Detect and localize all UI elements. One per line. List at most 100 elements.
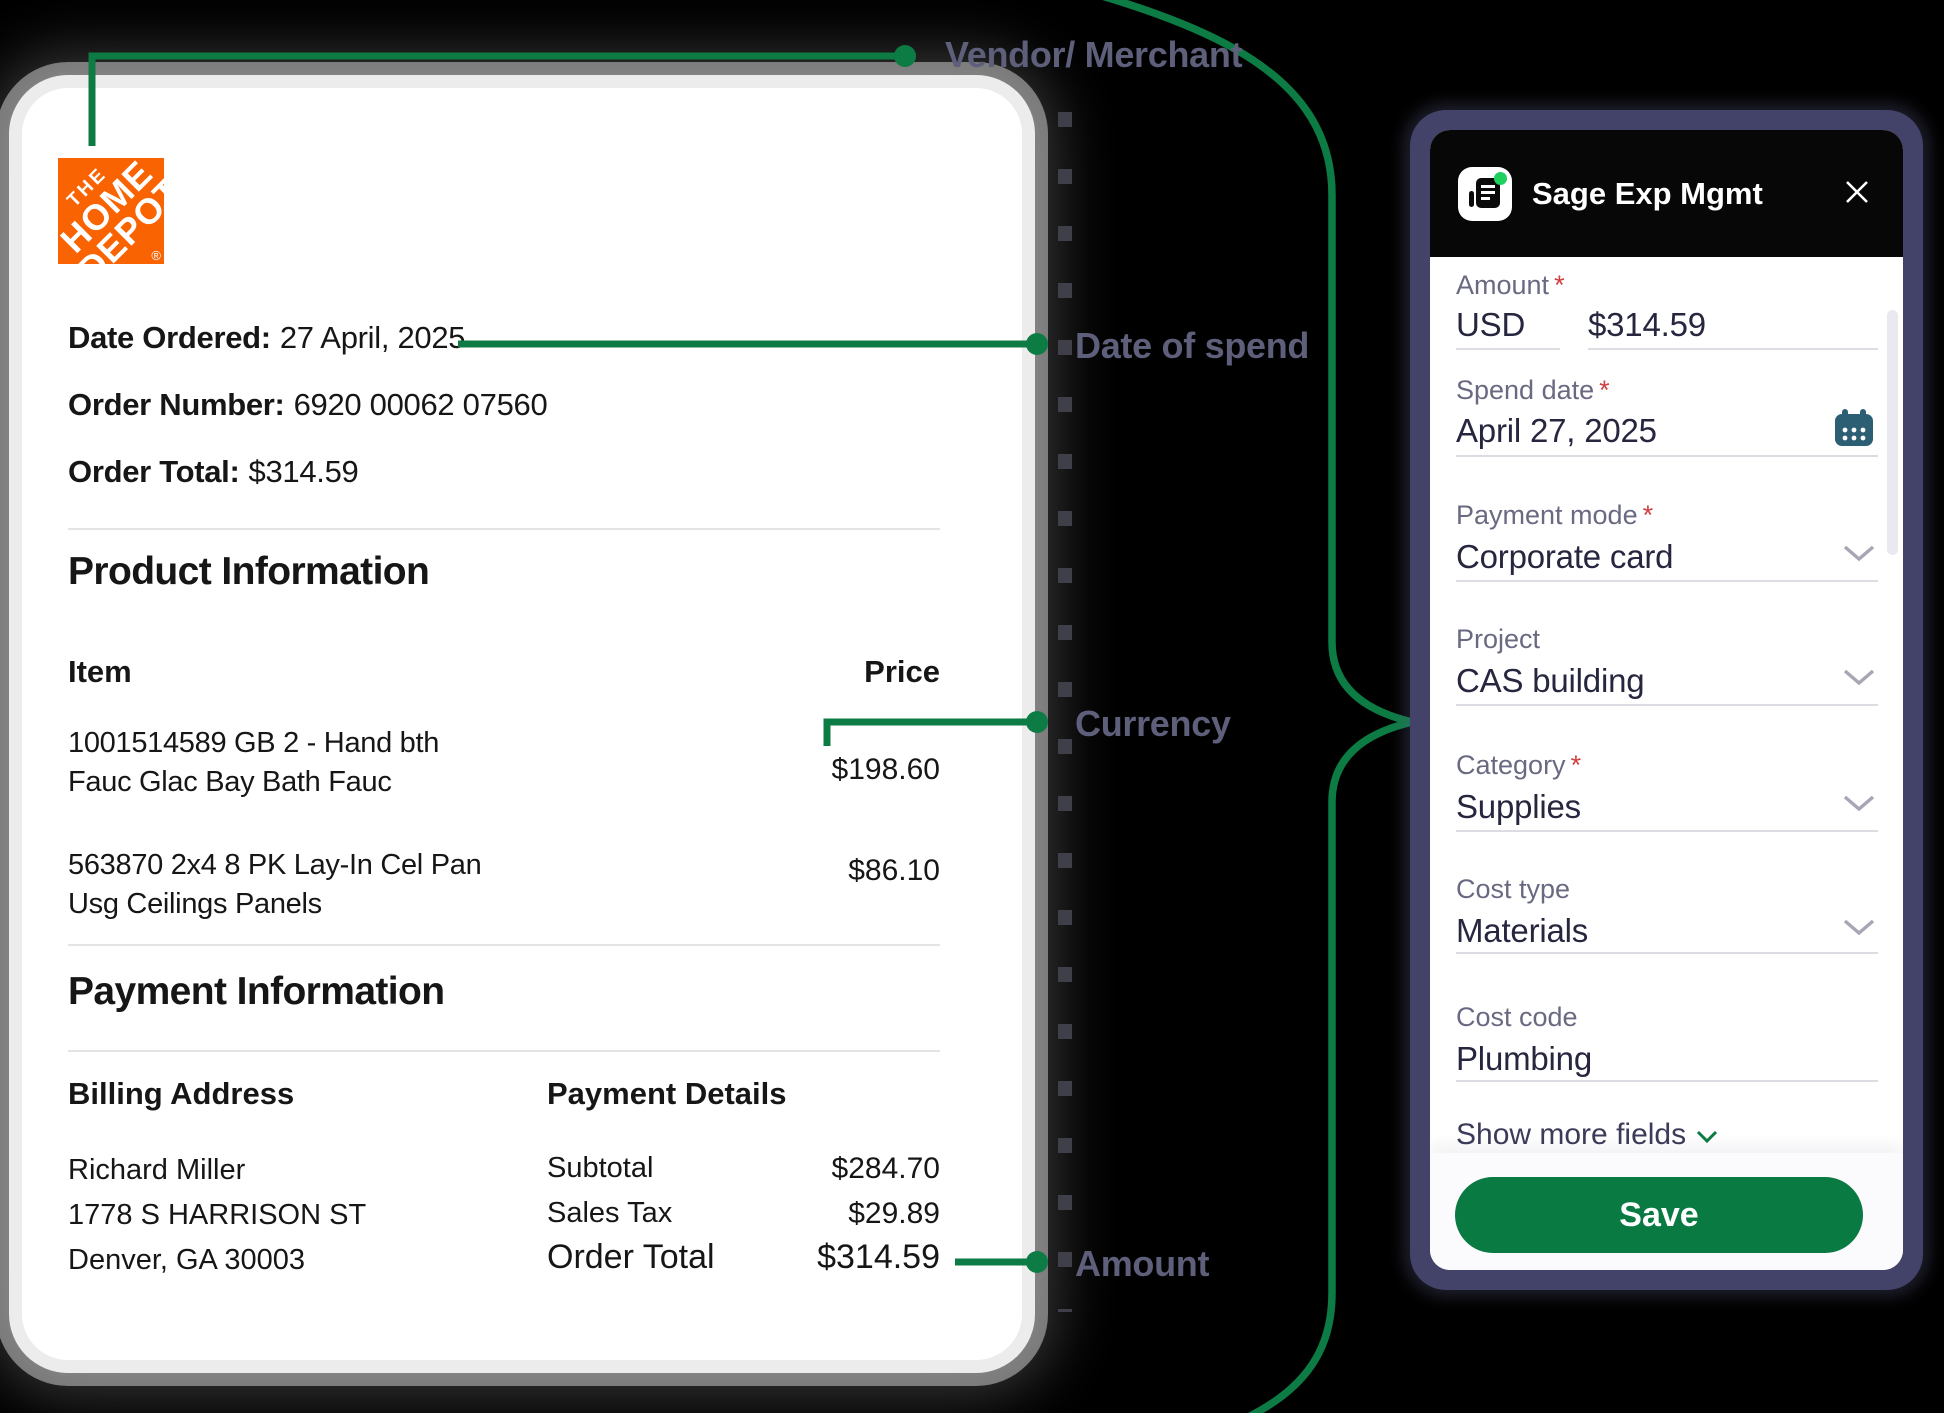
required-asterisk: * — [1554, 270, 1565, 300]
item-column-header: Item — [68, 654, 132, 689]
order-number-label: Order Number: — [68, 387, 285, 422]
chevron-down-icon[interactable] — [1843, 669, 1875, 687]
spend-date-field-label: Spend date * — [1456, 375, 1610, 406]
dashed-divider — [1058, 112, 1072, 1312]
show-more-label: Show more fields — [1456, 1118, 1687, 1151]
subtotal-label: Subtotal — [547, 1152, 654, 1184]
item-row: 563870 2x4 8 PK Lay-In Cel Pan Usg Ceili… — [68, 846, 688, 924]
amount-input[interactable]: $314.59 — [1588, 306, 1706, 343]
order-number-value: 6920 00062 07560 — [293, 387, 548, 422]
vendor-dot-icon — [894, 45, 916, 67]
category-dropdown[interactable]: Supplies — [1456, 788, 1581, 825]
callout-vendor-merchant: Vendor/ Merchant — [945, 34, 1243, 75]
cost-type-underline — [1456, 952, 1878, 954]
amount-underline — [1588, 348, 1878, 350]
divider — [68, 944, 940, 946]
panel-title: Sage Exp Mgmt — [1532, 175, 1763, 211]
order-total-detail-value: $314.59 — [817, 1238, 940, 1276]
panel-footer: Save — [1430, 1153, 1903, 1270]
payment-mode-field-label: Payment mode * — [1456, 500, 1653, 531]
date-dot-icon — [1026, 333, 1048, 355]
currency-input[interactable]: USD — [1456, 306, 1526, 343]
project-field-label: Project — [1456, 624, 1540, 655]
category-underline — [1456, 830, 1878, 832]
chevron-down-icon[interactable] — [1843, 545, 1875, 563]
callout-amount: Amount — [1075, 1243, 1210, 1284]
project-underline — [1456, 704, 1878, 706]
date-ordered-row: Date Ordered: 27 April, 2025 — [68, 320, 466, 356]
billing-line: 1778 S HARRISON ST — [68, 1199, 367, 1231]
order-total-row: Order Total: $314.59 — [68, 454, 359, 490]
spend-date-underline — [1456, 455, 1878, 457]
cost-code-input[interactable]: Plumbing — [1456, 1040, 1592, 1077]
amount-label-text: Amount — [1456, 270, 1550, 300]
cost-code-label-text: Cost code — [1456, 1002, 1578, 1032]
divider — [68, 528, 940, 530]
home-depot-logo-text: THE HOME DEPOT — [58, 158, 164, 264]
item-name-line: 563870 2x4 8 PK Lay-In Cel Pan — [68, 849, 482, 881]
registered-mark: ® — [151, 248, 161, 263]
cost-code-field-label: Cost code — [1456, 1002, 1578, 1033]
order-number-row: Order Number: 6920 00062 07560 — [68, 387, 548, 423]
item-row: 1001514589 GB 2 - Hand bth Fauc Glac Bay… — [68, 724, 688, 802]
receipt-card: THE HOME DEPOT ® Date Ordered: 27 April, … — [22, 88, 1022, 1360]
order-total-label: Order Total: — [68, 454, 240, 489]
chevron-down-icon[interactable] — [1843, 795, 1875, 813]
cost-type-dropdown[interactable]: Materials — [1456, 912, 1589, 949]
required-asterisk: * — [1570, 750, 1582, 780]
currency-dot-icon — [1026, 711, 1048, 733]
payment-mode-dropdown[interactable]: Corporate card — [1456, 538, 1674, 575]
project-dropdown[interactable]: CAS building — [1456, 662, 1645, 699]
item-name-line: Usg Ceilings Panels — [68, 888, 322, 920]
receipt-glyph-icon — [1469, 177, 1500, 208]
payment-details-title: Payment Details — [547, 1076, 787, 1111]
online-status-dot-icon — [1494, 171, 1507, 185]
amount-dot-icon — [1026, 1251, 1048, 1273]
close-icon[interactable] — [1839, 176, 1875, 212]
date-ordered-label: Date Ordered: — [68, 320, 271, 355]
payment-info-title: Payment Information — [68, 970, 445, 1013]
payment-mode-underline — [1456, 580, 1878, 582]
product-info-title: Product Information — [68, 550, 430, 593]
spend-date-label-text: Spend date — [1456, 375, 1595, 405]
category-field-label: Category * — [1456, 750, 1581, 781]
spend-date-input[interactable]: April 27, 2025 — [1456, 412, 1657, 449]
category-label-text: Category — [1456, 750, 1566, 780]
callout-date-of-spend: Date of spend — [1075, 325, 1310, 366]
item-price: $86.10 — [848, 854, 940, 887]
calendar-icon[interactable] — [1833, 408, 1875, 448]
project-label-text: Project — [1456, 624, 1541, 654]
receipt-app-icon — [1458, 166, 1512, 221]
chevron-down-icon — [1697, 1130, 1718, 1144]
cost-type-label-text: Cost type — [1456, 874, 1571, 904]
save-button[interactable]: Save — [1455, 1177, 1863, 1253]
cost-type-field-label: Cost type — [1456, 874, 1570, 905]
billing-address-title: Billing Address — [68, 1076, 295, 1111]
divider — [68, 1050, 940, 1052]
amount-field-label: Amount * — [1456, 270, 1565, 301]
item-name-line: Fauc Glac Bay Bath Fauc — [68, 766, 392, 798]
scrollbar-thumb[interactable] — [1887, 310, 1898, 555]
chevron-down-icon[interactable] — [1843, 919, 1875, 937]
show-more-fields-toggle[interactable]: Show more fields — [1456, 1118, 1718, 1152]
payment-mode-label-text: Payment mode — [1456, 500, 1638, 530]
panel-header: Sage Exp Mgmt — [1430, 130, 1903, 257]
sales-tax-value: $29.89 — [848, 1197, 940, 1230]
item-name-line: 1001514589 GB 2 - Hand bth — [68, 727, 440, 759]
home-depot-logo-icon: THE HOME DEPOT ® — [58, 158, 164, 264]
expense-panel: Sage Exp Mgmt Amount * USD $314.59 Spend … — [1410, 110, 1923, 1290]
billing-line: Richard Miller — [68, 1154, 246, 1186]
sales-tax-label: Sales Tax — [547, 1197, 673, 1229]
cost-code-underline — [1456, 1080, 1878, 1082]
item-price: $198.60 — [831, 753, 940, 786]
order-total-value: $314.59 — [248, 454, 359, 489]
required-asterisk: * — [1599, 375, 1610, 405]
billing-line: Denver, GA 30003 — [68, 1244, 305, 1276]
price-column-header: Price — [864, 654, 940, 689]
expense-panel-body: Sage Exp Mgmt Amount * USD $314.59 Spend … — [1430, 130, 1903, 1270]
subtotal-value: $284.70 — [831, 1152, 940, 1185]
required-asterisk: * — [1642, 500, 1654, 530]
order-total-detail-label: Order Total — [547, 1238, 715, 1276]
callout-currency: Currency — [1075, 703, 1231, 744]
